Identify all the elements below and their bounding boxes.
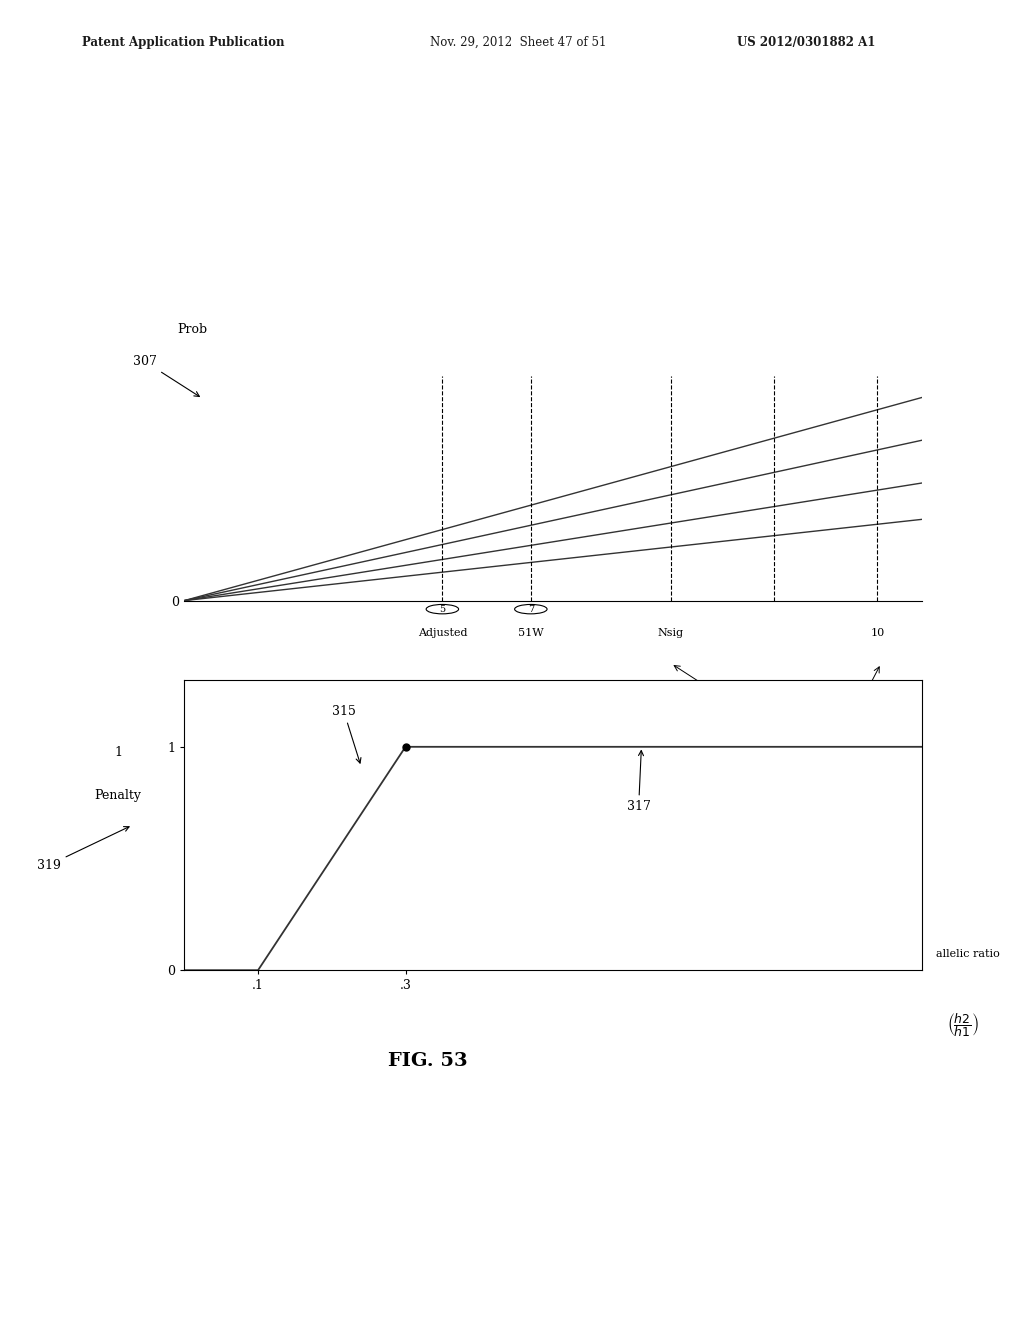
Text: 10: 10 xyxy=(870,628,885,639)
Circle shape xyxy=(426,605,459,614)
Text: 7: 7 xyxy=(527,605,534,614)
Text: FIG. 53: FIG. 53 xyxy=(388,1052,467,1069)
Circle shape xyxy=(515,605,547,614)
Text: 305: 305 xyxy=(844,735,865,746)
Text: Adjusted: Adjusted xyxy=(418,628,467,639)
Text: allelic ratio: allelic ratio xyxy=(936,949,1000,958)
Text: 315: 315 xyxy=(332,705,360,763)
Text: US 2012/0301882 A1: US 2012/0301882 A1 xyxy=(737,36,876,49)
Text: Nov. 29, 2012  Sheet 47 of 51: Nov. 29, 2012 Sheet 47 of 51 xyxy=(430,36,606,49)
Text: Prob: Prob xyxy=(177,323,207,335)
Text: 51W: 51W xyxy=(518,628,544,639)
Text: Penalty: Penalty xyxy=(94,789,141,803)
Text: $\left(\dfrac{h2}{h1}\right)$: $\left(\dfrac{h2}{h1}\right)$ xyxy=(947,1011,980,1039)
Text: 319: 319 xyxy=(37,826,129,871)
Text: 5: 5 xyxy=(439,605,445,614)
Text: 310: 310 xyxy=(733,713,755,723)
Text: 307: 307 xyxy=(133,355,200,396)
Text: 317: 317 xyxy=(627,751,650,813)
Text: Nsig: Nsig xyxy=(657,628,684,639)
Text: 1: 1 xyxy=(114,746,122,759)
Text: FIG. 52: FIG. 52 xyxy=(388,768,467,787)
Text: Patent Application Publication: Patent Application Publication xyxy=(82,36,285,49)
